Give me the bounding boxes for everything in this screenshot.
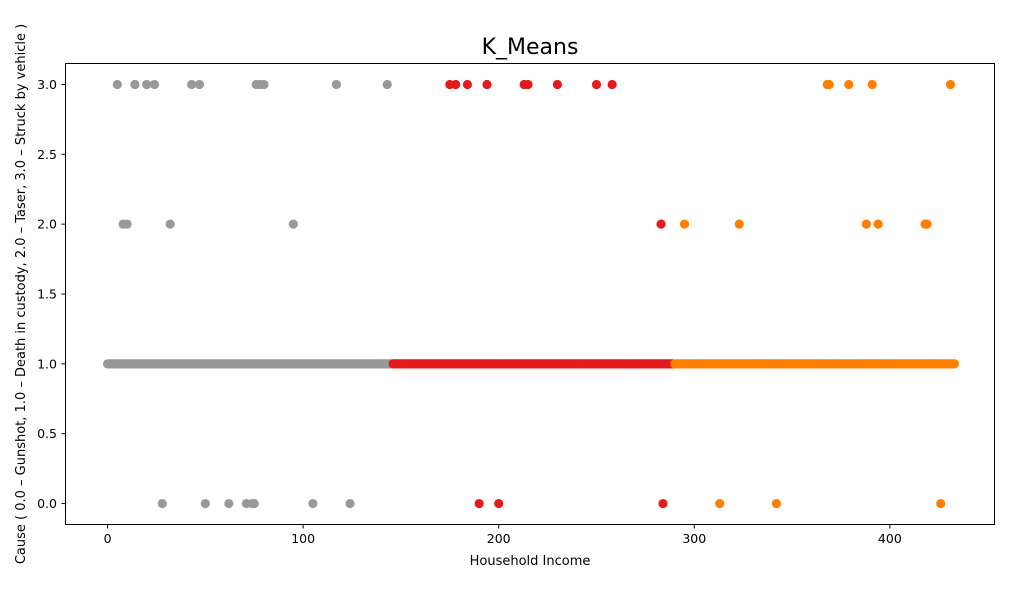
x-tick-label: 100 (291, 531, 315, 546)
y-tick-label: 3.0 (37, 77, 57, 92)
data-point (288, 219, 298, 229)
data-point (824, 79, 834, 90)
data-point (734, 219, 744, 229)
y-tick-label: 2.5 (37, 147, 57, 162)
data-point (474, 498, 484, 509)
x-axis-label: Household Income (470, 554, 591, 569)
y-tick-label: 0.5 (37, 426, 57, 441)
data-point (771, 498, 782, 509)
marker-layer (102, 79, 960, 509)
data-point (873, 219, 883, 229)
data-point (523, 79, 533, 90)
data-point (224, 498, 234, 509)
data-point (936, 498, 946, 509)
y-tick-label: 0.0 (37, 496, 57, 511)
x-axis: 0 100 200 300 400 (104, 524, 902, 546)
data-point (462, 79, 473, 90)
data-point (249, 498, 259, 509)
chart-title: K_Means (482, 35, 579, 60)
data-point (194, 79, 205, 90)
y-axis-label: Cause ( 0.0 – Gunshot, 1.0 – Death in cu… (14, 24, 29, 564)
data-point (922, 219, 932, 229)
data-point (165, 219, 175, 229)
data-point (345, 498, 355, 509)
y-tick-label: 2.0 (37, 217, 57, 232)
data-point (142, 79, 152, 90)
y-axis: 0.0 0.5 1.0 1.5 2.0 2.5 3.0 (37, 77, 66, 511)
data-point (658, 498, 668, 509)
data-point (861, 219, 871, 229)
data-point (494, 498, 504, 509)
data-point (308, 498, 318, 509)
data-point (157, 498, 167, 509)
data-point (591, 79, 602, 90)
data-point (867, 79, 877, 90)
x-tick-label: 400 (878, 531, 902, 546)
data-point (656, 219, 666, 229)
cluster-1-points (388, 79, 678, 509)
data-point (482, 79, 492, 90)
data-point (382, 79, 392, 90)
data-point (552, 79, 562, 90)
data-point (331, 79, 341, 90)
data-point (187, 79, 197, 90)
data-point (149, 79, 160, 90)
x-tick-label: 0 (104, 531, 112, 546)
y-tick-label: 1.5 (37, 287, 57, 302)
data-point (200, 498, 210, 509)
data-point (259, 79, 269, 90)
data-point (122, 219, 132, 229)
cluster-2-points (670, 79, 960, 509)
cluster-0-points (102, 79, 398, 509)
data-point (844, 79, 854, 90)
data-point (451, 79, 461, 90)
y-tick-label: 1.0 (37, 356, 57, 371)
x-tick-label: 300 (682, 531, 706, 546)
data-point (945, 79, 956, 90)
data-point (715, 498, 725, 509)
data-point (607, 79, 617, 90)
data-point (130, 79, 140, 90)
x-tick-label: 200 (487, 531, 511, 546)
data-point (112, 79, 122, 90)
data-point (679, 219, 690, 229)
data-point (949, 359, 960, 369)
